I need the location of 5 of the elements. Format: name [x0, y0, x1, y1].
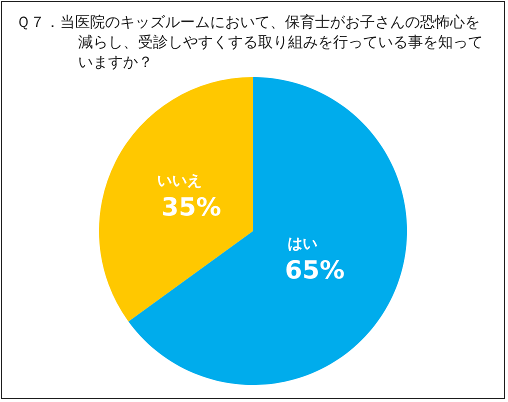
slice-label: いいえ: [156, 172, 202, 190]
data-label: 65%: [284, 255, 345, 284]
slice-label: はい: [288, 234, 318, 252]
data-label: 35%: [161, 192, 222, 222]
chart-title: Ｑ７．当医院のキッズルームにおいて、保育士がお子さんの恐怖心を減らし、受診しやすくする取り組みを行っている事を知っていますか？: [16, 12, 484, 72]
